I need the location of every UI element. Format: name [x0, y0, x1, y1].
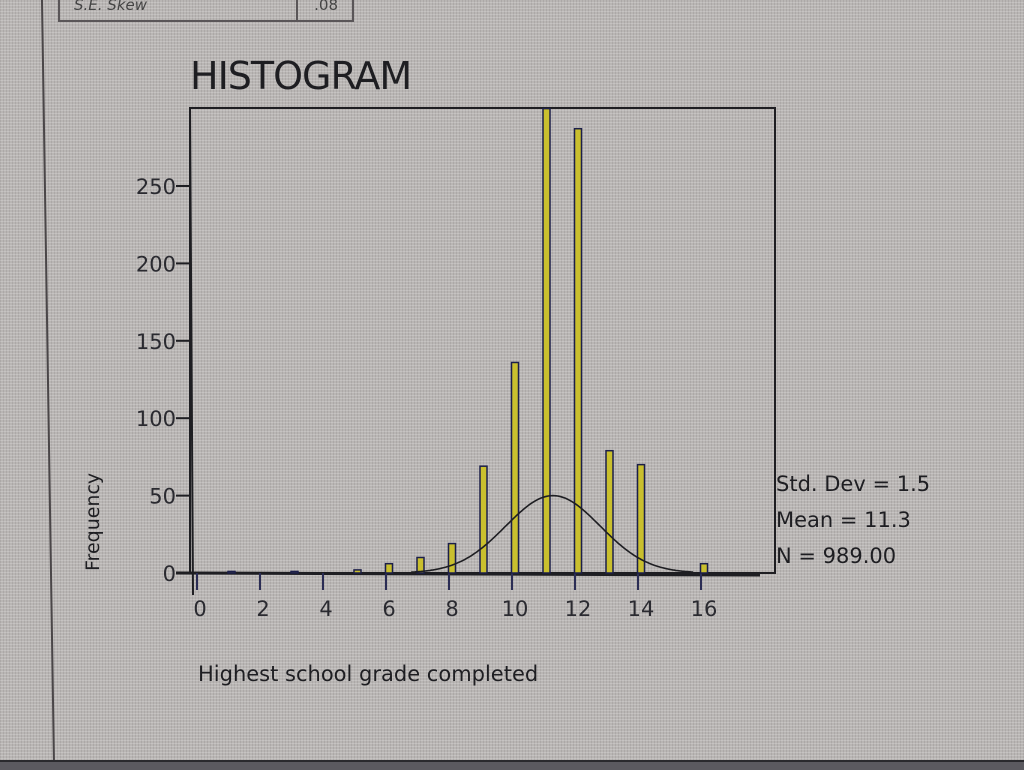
histogram-bar — [416, 556, 425, 574]
y-tick-label: 200 — [136, 252, 176, 276]
x-tick-label: 12 — [565, 597, 592, 621]
histogram-bar — [573, 127, 583, 574]
y-axis: 0 50 100 150 200 250 — [136, 107, 194, 596]
histogram-bar — [542, 107, 551, 574]
y-tick-label: 250 — [136, 175, 176, 199]
histogram-bar — [384, 562, 394, 574]
x-tick-label: 2 — [256, 597, 269, 621]
summary-statistics: Std. Dev = 1.5 Mean = 11.3 N = 989.00 — [776, 466, 946, 574]
y-tick-label: 150 — [136, 330, 176, 354]
y-tick-label: 50 — [149, 485, 176, 509]
x-tick-label: 14 — [628, 597, 655, 621]
x-tick-label: 10 — [502, 597, 529, 621]
histogram-bar — [699, 562, 709, 574]
histogram-bars — [227, 107, 709, 574]
chart-title: HISTOGRAM — [190, 54, 412, 98]
normal-curve — [411, 494, 694, 573]
se-skew-value: .08 — [314, 0, 338, 14]
x-tick-label: 16 — [691, 597, 718, 621]
histogram-bar — [510, 361, 520, 574]
x-tick-label: 4 — [319, 597, 332, 621]
std-dev-text: Std. Dev = 1.5 — [776, 472, 931, 496]
y-tick-label: 100 — [136, 407, 176, 431]
x-tick-label: 6 — [382, 597, 395, 621]
bottom-window-edge — [0, 760, 1024, 770]
histogram-bar — [605, 449, 614, 574]
x-tick-label: 0 — [193, 597, 206, 621]
histogram-bar — [636, 463, 646, 574]
x-axis-label: Highest school grade completed — [198, 662, 539, 686]
histogram-bar — [479, 465, 488, 574]
histogram-bar — [447, 542, 457, 574]
statistics-table-fragment: S.E. Skew .08 — [58, 0, 354, 22]
x-axis: 0 2 4 6 8 10 12 14 16 — [175, 571, 761, 621]
mean-text: Mean = 11.3 — [776, 508, 911, 532]
se-skew-label: S.E. Skew — [60, 0, 298, 20]
histogram-bar — [227, 570, 236, 574]
n-text: N = 989.00 — [776, 544, 897, 568]
y-axis-label: Frequency — [82, 472, 104, 571]
x-tick-label: 8 — [445, 597, 458, 621]
histogram-bar — [290, 570, 299, 574]
histogram-bar — [353, 569, 362, 574]
y-tick-label: 0 — [163, 562, 176, 586]
